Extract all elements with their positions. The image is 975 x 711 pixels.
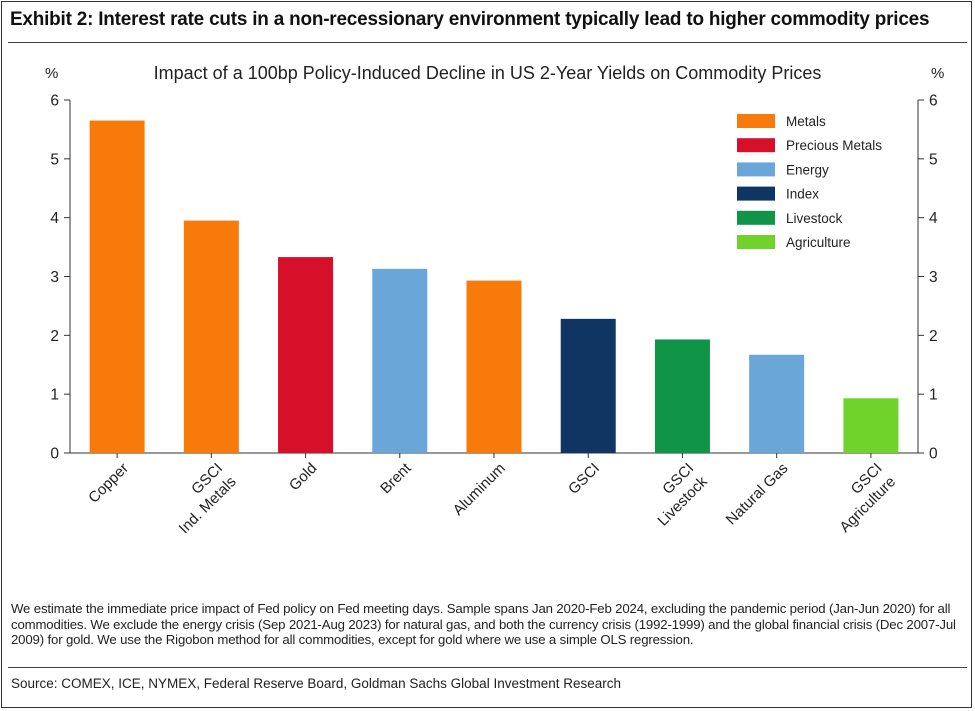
right-axis-unit-label: %	[931, 65, 945, 82]
legend-swatch	[737, 162, 775, 177]
bar	[654, 339, 710, 453]
title-divider	[8, 42, 967, 43]
category-label: Aluminum	[450, 460, 509, 519]
bar	[89, 120, 145, 453]
category-label: GSCILivestock	[641, 459, 711, 529]
legend-label: Precious Metals	[786, 138, 882, 153]
legend-label: Livestock	[786, 211, 843, 226]
category-label-line: Copper	[85, 460, 132, 507]
chart-title: Impact of a 100bp Policy-Induced Decline…	[153, 63, 822, 83]
legend-swatch	[737, 114, 775, 128]
source-note: Source: COMEX, ICE, NYMEX, Federal Reser…	[11, 676, 621, 691]
category-label-line: Brent	[377, 459, 415, 497]
bar	[749, 354, 805, 453]
bar	[278, 257, 334, 453]
category-label: Gold	[286, 460, 320, 494]
legend-swatch	[737, 138, 775, 153]
legend-label: Index	[786, 187, 819, 202]
left-tick-label: 6	[50, 93, 59, 110]
legend-swatch	[737, 186, 775, 201]
right-tick-label: 4	[929, 210, 938, 227]
bar	[466, 280, 522, 453]
category-label-line: Aluminum	[450, 460, 509, 519]
category-label-line: Natural Gas	[723, 460, 792, 529]
left-tick-label: 4	[50, 210, 59, 227]
left-tick-label: 5	[50, 151, 59, 168]
bar	[372, 268, 428, 453]
bar	[843, 398, 899, 453]
category-label: Natural Gas	[723, 460, 792, 529]
left-tick-label: 2	[50, 328, 59, 345]
legend-swatch	[737, 235, 775, 249]
left-tick-label: 0	[50, 446, 59, 463]
left-tick-label: 3	[50, 269, 59, 286]
category-label: GSCI	[565, 460, 603, 498]
legend-label: Metals	[786, 114, 826, 129]
legend-swatch	[737, 210, 775, 225]
right-tick-label: 2	[929, 328, 938, 345]
category-label: GSCIInd. Metals	[162, 460, 239, 537]
left-tick-label: 1	[50, 387, 59, 404]
legend-label: Agriculture	[786, 235, 851, 250]
footnote: We estimate the immediate price impact o…	[11, 601, 956, 647]
right-tick-label: 0	[929, 446, 938, 463]
bar	[560, 318, 616, 453]
right-tick-label: 6	[929, 93, 938, 110]
left-axis-unit-label: %	[45, 65, 59, 82]
category-label: Copper	[85, 460, 132, 507]
category-label-line: GSCI	[565, 460, 603, 498]
category-label: GSCIAgriculture	[823, 460, 899, 536]
right-tick-label: 3	[929, 269, 938, 286]
footnote-divider	[8, 667, 967, 668]
exhibit-title: Exhibit 2: Interest rate cuts in a non-r…	[10, 8, 930, 30]
right-tick-label: 5	[929, 151, 938, 168]
legend-label: Energy	[786, 162, 829, 177]
category-label-line: Gold	[286, 460, 320, 494]
bar-chart: 0 0 1 1 2 2 3 3 4 4 5 5 6 6 Copper GSCIInd. Metals Gold B…	[50, 93, 938, 538]
bar	[183, 220, 239, 453]
category-label: Brent	[377, 459, 415, 497]
right-tick-label: 1	[929, 387, 938, 404]
